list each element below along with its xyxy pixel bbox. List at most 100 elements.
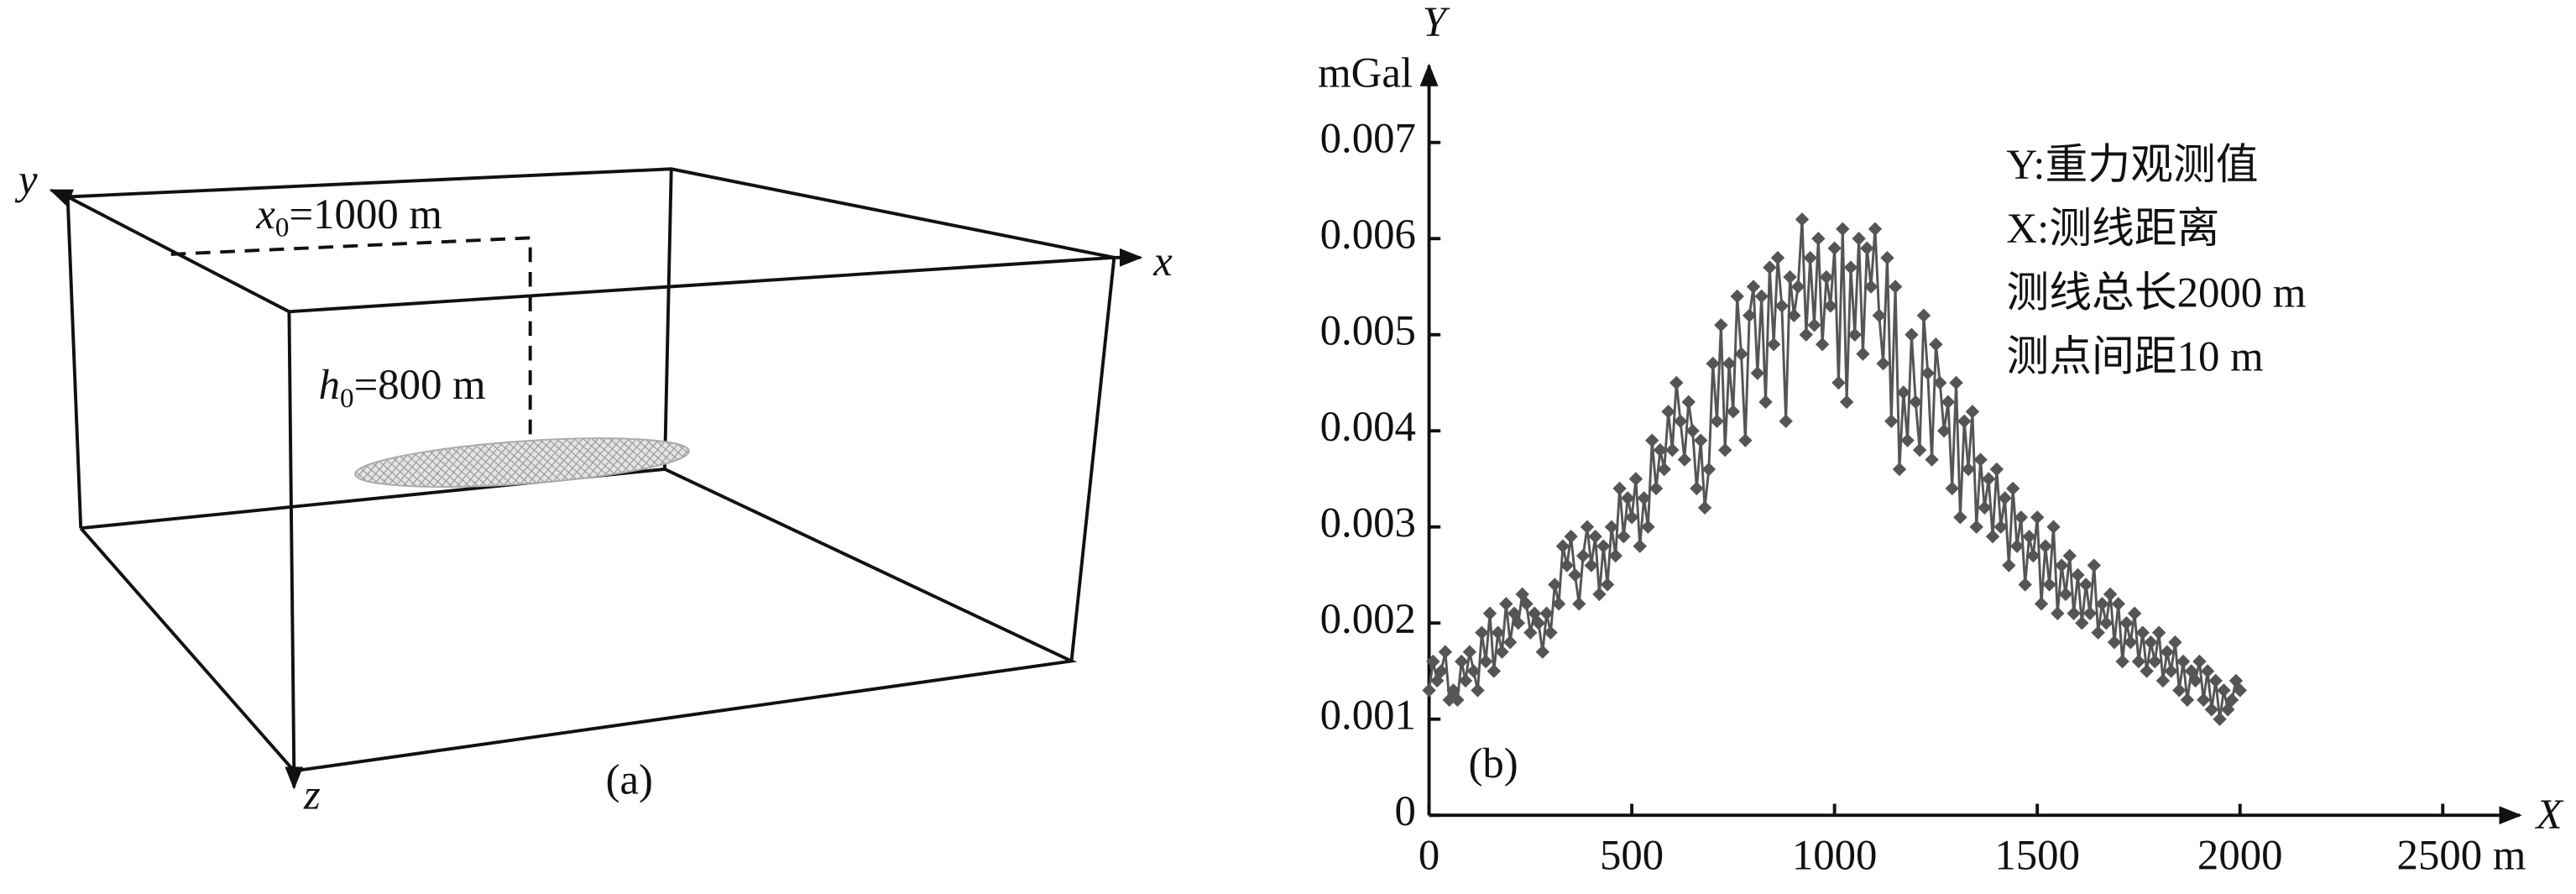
data-point bbox=[1446, 683, 1460, 698]
data-point bbox=[1860, 241, 1874, 255]
data-point bbox=[1916, 308, 1931, 323]
data-point bbox=[2009, 539, 2025, 553]
data-point bbox=[1973, 452, 1988, 467]
data-point bbox=[2224, 693, 2239, 708]
data-point bbox=[2188, 673, 2202, 688]
data-point bbox=[1949, 375, 1963, 390]
data-point bbox=[2164, 664, 2178, 678]
data-point bbox=[1645, 433, 1659, 447]
data-point bbox=[2172, 683, 2187, 698]
data-point bbox=[2135, 625, 2150, 640]
data-point bbox=[2151, 625, 2166, 640]
data-point bbox=[1649, 481, 1664, 496]
data-point bbox=[1596, 539, 1611, 553]
data-point bbox=[2087, 558, 2102, 572]
data-point bbox=[1697, 500, 1712, 515]
data-point bbox=[1564, 529, 1578, 544]
data-point bbox=[1466, 664, 1481, 678]
data-point bbox=[1568, 567, 1582, 583]
data-point bbox=[1726, 405, 1741, 419]
data-point bbox=[1892, 462, 1907, 477]
data-point bbox=[1422, 683, 1436, 698]
data-point bbox=[2005, 481, 2020, 496]
x-tick-label: 500 bbox=[1600, 832, 1664, 879]
data-point bbox=[2038, 539, 2053, 553]
data-point bbox=[1763, 260, 1777, 274]
data-point bbox=[1985, 529, 2000, 544]
data-point bbox=[1836, 222, 1850, 237]
y-tick-label: 0.002 bbox=[1320, 595, 1416, 642]
data-point bbox=[1523, 625, 1538, 640]
data-point bbox=[1491, 625, 1505, 640]
data-point bbox=[1880, 250, 1894, 265]
data-point bbox=[2058, 587, 2073, 602]
data-point bbox=[1876, 356, 1890, 371]
data-point bbox=[1487, 664, 1502, 678]
data-point bbox=[2075, 616, 2089, 630]
data-point bbox=[1555, 539, 1570, 553]
data-point bbox=[1746, 280, 1761, 294]
x-tick-label: 0 bbox=[1419, 832, 1440, 879]
data-point bbox=[1738, 433, 1753, 447]
data-point bbox=[2082, 606, 2098, 620]
data-point bbox=[1617, 529, 1631, 544]
data-point bbox=[1710, 414, 1724, 428]
data-point bbox=[1661, 405, 1675, 419]
data-point bbox=[1852, 232, 1866, 246]
data-point bbox=[1438, 645, 1453, 659]
note: X:测线距离 bbox=[2006, 205, 2219, 252]
caption-b: (b) bbox=[1468, 740, 1518, 787]
data-point bbox=[2160, 645, 2174, 659]
data-point bbox=[1799, 327, 1814, 342]
data-point bbox=[2014, 510, 2029, 525]
data-point bbox=[2127, 606, 2142, 620]
data-point bbox=[2002, 558, 2016, 572]
data-point bbox=[2229, 673, 2244, 688]
y-tick-label: 0.001 bbox=[1320, 691, 1416, 738]
data-point bbox=[1681, 395, 1696, 410]
data-point bbox=[1471, 683, 1485, 698]
data-point bbox=[2197, 693, 2211, 708]
data-point bbox=[1957, 414, 1972, 428]
data-point bbox=[1580, 520, 1595, 534]
data-point bbox=[1941, 395, 1956, 410]
data-point bbox=[1560, 558, 1575, 572]
diagram-a: y x z x0=1000 m h0=800 m (a) bbox=[14, 156, 1173, 818]
data-point bbox=[2062, 548, 2077, 563]
y-tick-label: 0 bbox=[1395, 787, 1416, 834]
x-tick-label: 1000 bbox=[1792, 832, 1878, 879]
data-point bbox=[1539, 606, 1554, 620]
data-point bbox=[2071, 567, 2085, 583]
data-point bbox=[1945, 481, 1959, 496]
y-unit: mGal bbox=[1318, 50, 1413, 97]
data-point bbox=[1665, 442, 1680, 457]
y-axis-label: y bbox=[14, 156, 38, 203]
data-point bbox=[1572, 597, 1586, 611]
h0-label: h0=800 m bbox=[319, 361, 486, 414]
data-point bbox=[2046, 520, 2061, 534]
data-point bbox=[2155, 673, 2171, 688]
data-point bbox=[1722, 356, 1737, 371]
data-point bbox=[2030, 510, 2045, 525]
data-point bbox=[1779, 414, 1793, 428]
data-point bbox=[1993, 520, 2008, 534]
y-tick-label: 0.004 bbox=[1320, 403, 1416, 450]
data-point bbox=[2131, 654, 2146, 669]
data-point bbox=[1535, 645, 1550, 659]
data-point bbox=[1633, 539, 1647, 553]
data-point bbox=[1637, 491, 1651, 505]
data-point bbox=[1758, 395, 1773, 410]
data-point bbox=[1803, 250, 1817, 265]
data-point bbox=[1575, 548, 1591, 563]
data-point bbox=[2026, 548, 2040, 563]
data-point bbox=[2115, 654, 2129, 669]
data-point bbox=[1961, 462, 1976, 477]
data-point bbox=[1905, 327, 1919, 342]
data-point bbox=[1694, 433, 1708, 447]
data-point bbox=[2168, 635, 2182, 650]
data-point bbox=[1929, 337, 1943, 352]
data-point bbox=[1770, 250, 1785, 265]
data-point bbox=[1965, 405, 1980, 419]
data-point bbox=[2095, 597, 2109, 611]
